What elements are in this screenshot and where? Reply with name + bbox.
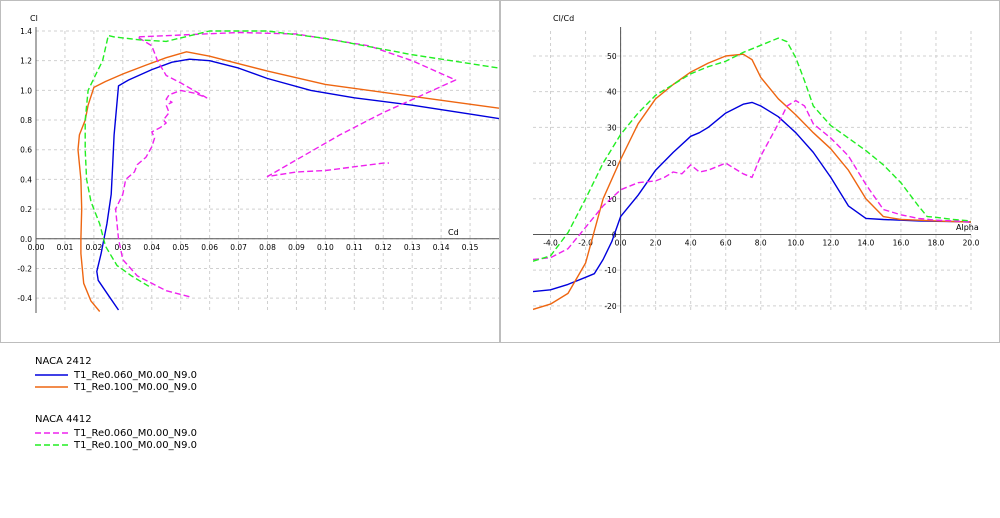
x-tick-label: 0.05 xyxy=(172,243,189,252)
cl-cd-chart-panel: 0.00 0.01 0.02 0.03 0.04 0.05 0.06 0.07 0.08 0.09… xyxy=(0,0,500,343)
series-line xyxy=(84,30,499,287)
series-line xyxy=(533,53,972,311)
legend-item: T1_Re0.100_M0.00_N9.0 xyxy=(35,439,197,451)
x-tick-label: 18.0 xyxy=(928,238,945,247)
y-tick-label: 0.4 xyxy=(20,175,32,184)
clcd-vs-alpha-chart: -4.0 -2.0 0.0 2.0 4.0 6.0 8.0 10.0 12.0 14.0 16.0 1… xyxy=(533,14,980,313)
x-tick-label: 4.0 xyxy=(685,238,697,247)
legend: NACA 2412 T1_Re0.060_M0.00_N9.0 T1_Re0.1… xyxy=(35,355,197,451)
axes xyxy=(533,27,971,313)
x-tick-label: 0.14 xyxy=(433,243,450,252)
y-tick-label: 50 xyxy=(607,52,617,61)
legend-group-title: NACA 4412 xyxy=(35,414,92,425)
x-tick-label: 0.06 xyxy=(201,243,218,252)
x-tick-label: 2.0 xyxy=(650,238,662,247)
y-tick-label: 1.0 xyxy=(20,86,32,95)
legend-item-label: T1_Re0.100_M0.00_N9.0 xyxy=(74,381,198,393)
x-tick-label: 0.09 xyxy=(288,243,305,252)
legend-item-label: T1_Re0.060_M0.00_N9.0 xyxy=(74,369,198,381)
series-line xyxy=(533,37,972,262)
y-tick-label: 20 xyxy=(607,159,617,168)
series-line xyxy=(533,101,972,293)
x-tick-label: 0.13 xyxy=(404,243,421,252)
x-tick-label: 0.08 xyxy=(259,243,276,252)
grid xyxy=(35,30,499,313)
x-tick-label: 12.0 xyxy=(822,238,839,247)
legend-item: T1_Re0.060_M0.00_N9.0 xyxy=(35,369,197,381)
x-tick-label: -2.0 xyxy=(578,238,593,247)
x-axis-label: Cd xyxy=(448,228,459,237)
x-tick-label: 0.03 xyxy=(114,243,131,252)
x-tick-label: 0.12 xyxy=(375,243,392,252)
x-tick-label: 20.0 xyxy=(963,238,980,247)
y-tick-label: -0.4 xyxy=(17,294,32,303)
legend-item: T1_Re0.100_M0.00_N9.0 xyxy=(35,381,197,393)
y-tick-label: 0.6 xyxy=(20,146,32,155)
y-tick-label: 0.2 xyxy=(20,205,32,214)
axes xyxy=(35,27,499,313)
y-tick-label: 0.0 xyxy=(20,235,32,244)
x-tick-label: 0.11 xyxy=(346,243,363,252)
series-group xyxy=(77,30,499,312)
x-tick-label: 0.0 xyxy=(615,238,627,247)
grid xyxy=(533,31,972,313)
x-tick-label: 0.10 xyxy=(317,243,334,252)
x-axis-label: Alpha xyxy=(956,223,979,232)
y-tick-label: -10 xyxy=(604,266,616,275)
legend-group-title: NACA 2412 xyxy=(35,356,92,367)
y-tick-label: -0.2 xyxy=(17,264,32,273)
cl-vs-cd-chart: 0.00 0.01 0.02 0.03 0.04 0.05 0.06 0.07 0.08 0.09… xyxy=(17,14,499,313)
x-tick-label: 10.0 xyxy=(787,238,804,247)
x-tick-label: 8.0 xyxy=(755,238,767,247)
x-tick-label: 0.07 xyxy=(230,243,247,252)
y-tick-label: 1.2 xyxy=(20,57,32,66)
legend-swatch xyxy=(35,386,68,388)
y-axis-label: Cl xyxy=(30,14,38,23)
legend-item-label: T1_Re0.100_M0.00_N9.0 xyxy=(74,439,198,451)
x-tick-label: 0.01 xyxy=(57,243,74,252)
legend-item: T1_Re0.060_M0.00_N9.0 xyxy=(35,427,197,439)
legend-swatch xyxy=(35,444,68,446)
y-axis-label: Cl/Cd xyxy=(553,14,574,23)
x-tick-label: 0.15 xyxy=(462,243,479,252)
series-line xyxy=(533,99,972,261)
x-tick-label: -4.0 xyxy=(543,238,558,247)
legend-item-label: T1_Re0.060_M0.00_N9.0 xyxy=(74,427,198,439)
legend-swatch xyxy=(35,374,68,376)
y-tick-label: 1.4 xyxy=(20,27,32,36)
series-line xyxy=(96,58,499,311)
legend-group-naca-4412: NACA 4412 T1_Re0.060_M0.00_N9.0 T1_Re0.1… xyxy=(35,413,197,451)
series-line xyxy=(114,31,457,298)
series-line xyxy=(77,51,499,312)
legend-group-naca-2412: NACA 2412 T1_Re0.060_M0.00_N9.0 T1_Re0.1… xyxy=(35,355,197,393)
y-tick-label: 40 xyxy=(607,88,617,97)
clcd-alpha-chart-panel: -4.0 -2.0 0.0 2.0 4.0 6.0 8.0 10.0 12.0 14.0 16.0 1… xyxy=(500,0,1000,343)
tick-labels: -4.0 -2.0 0.0 2.0 4.0 6.0 8.0 10.0 12.0 14.0 16.0 1… xyxy=(543,52,979,311)
y-tick-label: 0.8 xyxy=(20,116,32,125)
x-tick-label: 0.04 xyxy=(143,243,160,252)
x-tick-label: 0.02 xyxy=(86,243,103,252)
y-tick-label: -20 xyxy=(604,302,616,311)
y-tick-label: 10 xyxy=(607,195,617,204)
y-tick-label: 30 xyxy=(607,123,617,132)
legend-swatch xyxy=(35,432,68,434)
tick-labels: 0.00 0.01 0.02 0.03 0.04 0.05 0.06 0.07 0.08 0.09… xyxy=(17,27,478,303)
x-tick-label: 16.0 xyxy=(893,238,910,247)
series-group xyxy=(533,37,972,311)
x-tick-label: 14.0 xyxy=(858,238,875,247)
x-tick-label: 0.00 xyxy=(28,243,45,252)
x-tick-label: 6.0 xyxy=(720,238,732,247)
